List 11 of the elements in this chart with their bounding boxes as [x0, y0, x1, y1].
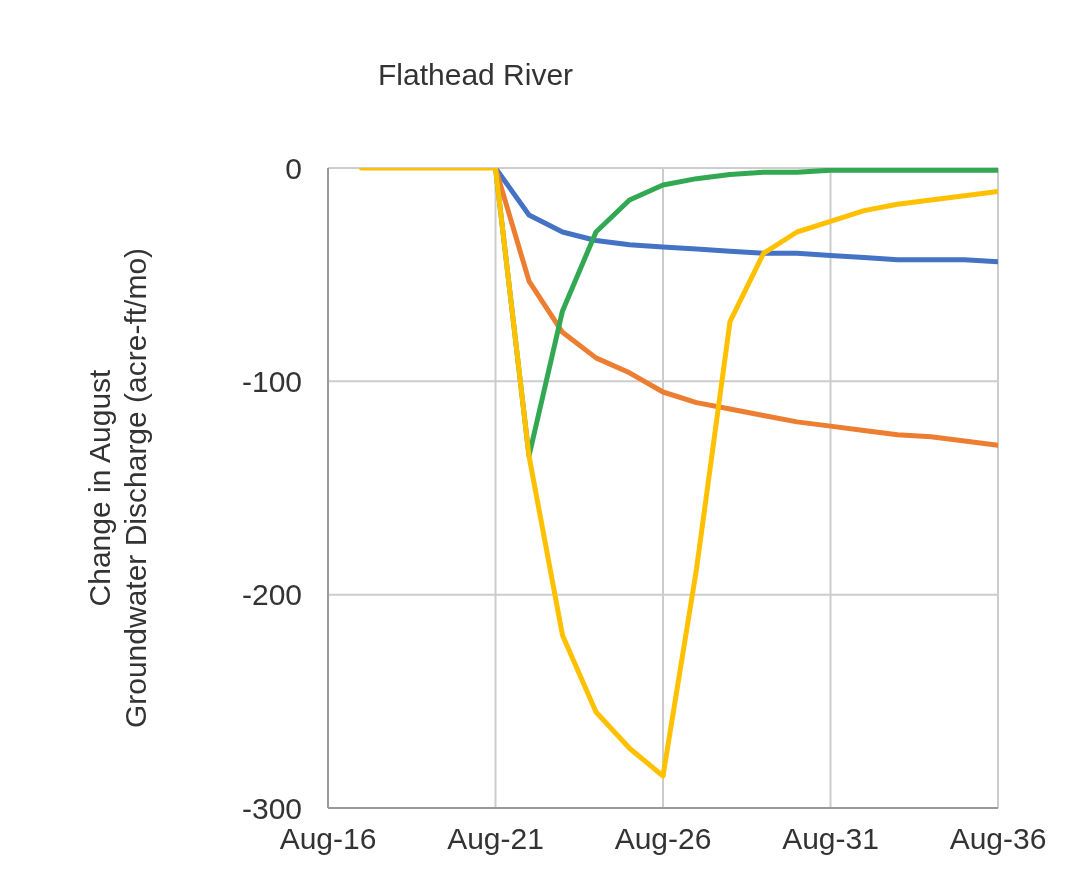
- x-tick-label: Aug-16: [279, 822, 377, 856]
- x-tick-label: Aug-36: [949, 822, 1047, 856]
- y-axis-title: Change in August Groundwater Discharge (acre-ft/mo): [83, 247, 152, 729]
- chart-title: Flathead River: [377, 57, 575, 93]
- y-tick-label: -300: [241, 791, 302, 825]
- y-tick-label: -100: [241, 364, 302, 398]
- x-tick-label: Aug-21: [447, 822, 544, 856]
- x-tick-label: Aug-31: [782, 822, 879, 856]
- y-tick-label: -200: [241, 578, 302, 612]
- y-tick-label: 0: [285, 151, 302, 185]
- x-tick-label: Aug-26: [614, 822, 712, 856]
